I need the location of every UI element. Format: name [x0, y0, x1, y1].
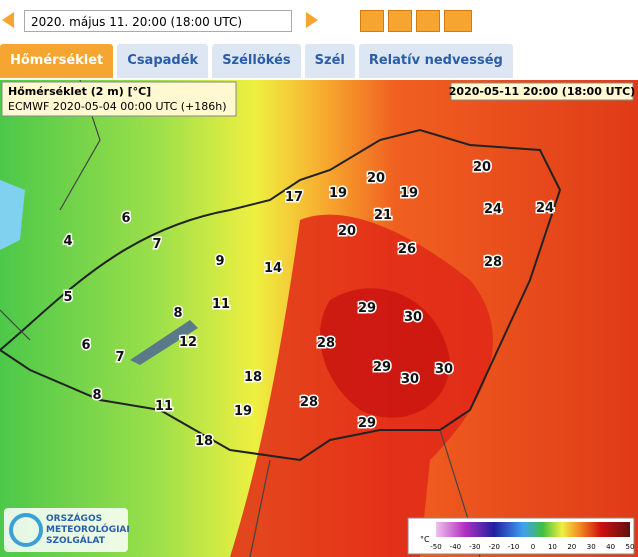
- temperature-label: 7: [115, 350, 124, 365]
- temperature-label: 19: [400, 186, 418, 201]
- temperature-label: 5: [63, 290, 72, 305]
- legend-tick: -20: [488, 543, 499, 551]
- temperature-label: 21: [374, 208, 392, 223]
- logo-text: SZOLGÁLAT: [46, 534, 106, 546]
- temperature-label: 24: [536, 201, 554, 216]
- map: Hőmérséklet (2 m) [°C] ECMWF 2020-05-04 …: [0, 80, 638, 557]
- prev-arrow[interactable]: [2, 12, 14, 28]
- temperature-label: 6: [121, 211, 130, 226]
- temperature-label: 18: [244, 370, 262, 385]
- time-box: [450, 82, 634, 101]
- legend-unit: °C: [420, 535, 430, 544]
- temperature-label: 18: [195, 434, 213, 449]
- next-arrow[interactable]: [306, 12, 318, 28]
- temperature-label: 30: [401, 372, 419, 387]
- info-box: [1, 81, 237, 117]
- temperature-label: 29: [373, 360, 391, 375]
- date-select[interactable]: 2020. május 11. 20:00 (18:00 UTC): [24, 10, 292, 32]
- tab[interactable]: Széllökés: [212, 44, 301, 78]
- tab[interactable]: Relatív nedvesség: [358, 44, 513, 78]
- temperature-label: 20: [367, 171, 385, 186]
- legend-tick: 10: [548, 543, 557, 551]
- temperature-label: 30: [404, 310, 422, 325]
- legend-tick: -40: [450, 543, 461, 551]
- temperature-label: 8: [92, 388, 101, 403]
- temperature-label: 4: [63, 234, 72, 249]
- temperature-label: 28: [317, 336, 335, 351]
- temperature-label: 17: [285, 190, 303, 205]
- temperature-label: 20: [473, 160, 491, 175]
- logo-text: METEOROLÓGIAI: [46, 523, 130, 535]
- colorbar: [436, 522, 630, 537]
- temperature-label: 11: [212, 297, 230, 312]
- temperature-label: 28: [300, 395, 318, 410]
- temperature-label: 19: [234, 404, 252, 419]
- temperature-label: 29: [358, 416, 376, 431]
- legend-tick: -50: [430, 543, 441, 551]
- temperature-label: 20: [338, 224, 356, 239]
- temperature-label: 12: [179, 335, 197, 350]
- temperature-label: 19: [329, 186, 347, 201]
- temperature-label: 7: [152, 237, 161, 252]
- legend-tick: 30: [587, 543, 596, 551]
- temperature-label: 26: [398, 242, 416, 257]
- legend-tick: 50: [626, 543, 635, 551]
- temperature-label: 14: [264, 261, 282, 276]
- valid-time: 2020-05-11 20:00 (18:00 UTC): [449, 85, 635, 98]
- play-button[interactable]: [388, 10, 412, 32]
- tab[interactable]: Csapadék: [117, 44, 209, 78]
- fast-forward-button[interactable]: [444, 10, 472, 32]
- temperature-label: 6: [81, 338, 90, 353]
- info-model: ECMWF 2020-05-04 00:00 UTC (+186h): [8, 100, 227, 113]
- temperature-label: 11: [155, 399, 173, 414]
- temperature-label: 29: [358, 301, 376, 316]
- legend-tick: 40: [606, 543, 615, 551]
- legend-tick: -30: [469, 543, 480, 551]
- legend-tick: 0: [531, 543, 535, 551]
- forward-button[interactable]: [416, 10, 440, 32]
- temperature-label: 8: [173, 306, 182, 321]
- pause-button[interactable]: [360, 10, 384, 32]
- temperature-label: 28: [484, 255, 502, 270]
- tab[interactable]: Hőmérséklet: [0, 44, 114, 78]
- info-title: Hőmérséklet (2 m) [°C]: [8, 85, 151, 98]
- legend-tick: 20: [567, 543, 576, 551]
- temperature-label: 24: [484, 202, 502, 217]
- tabs: Hőmérséklet Csapadék Széllökés Szél Relatív …: [0, 44, 513, 78]
- logo-text: ORSZÁGOS: [46, 512, 102, 524]
- logo-icon: [9, 513, 43, 547]
- temperature-label: 9: [215, 254, 224, 269]
- tab[interactable]: Szél: [304, 44, 355, 78]
- temperature-label: 30: [435, 362, 453, 377]
- legend-tick: -10: [508, 543, 519, 551]
